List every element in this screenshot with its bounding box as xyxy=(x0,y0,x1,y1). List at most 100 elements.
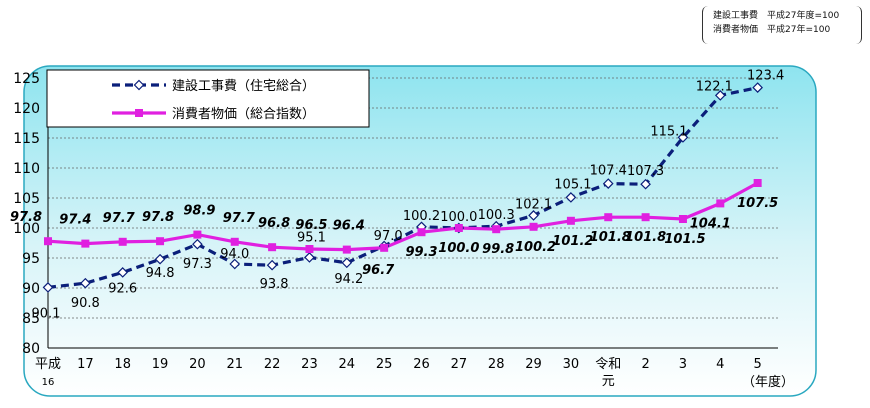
x-tick-label: 2 xyxy=(641,357,649,372)
x-tick-label: 3 xyxy=(679,357,687,372)
data-label: 99.8 xyxy=(482,242,514,257)
series-1-point xyxy=(42,282,54,293)
data-label: 98.9 xyxy=(183,204,215,219)
series-1-point xyxy=(192,238,203,250)
x-tick-label: 23 xyxy=(301,357,318,372)
data-label: 97.8 xyxy=(142,210,174,225)
series-lines xyxy=(47,86,759,289)
x-tick-label: 21 xyxy=(226,357,243,372)
series-2-point xyxy=(753,179,762,187)
series-2-point xyxy=(417,228,426,237)
series-2-point xyxy=(454,224,463,232)
series-line-2 xyxy=(47,181,759,252)
data-label: 100.0 xyxy=(438,241,479,256)
series-1-point xyxy=(677,132,689,143)
series-2-point xyxy=(716,199,725,208)
x-tick-label: 28 xyxy=(488,357,505,372)
series-line-1 xyxy=(47,86,758,289)
series-2-point xyxy=(230,237,239,246)
note-line-cpi: 消費者物価 平成27年=100 xyxy=(713,25,831,35)
data-label: 100.3 xyxy=(478,208,515,223)
x-tick-label: 25 xyxy=(376,357,393,372)
legend-marker-diamond xyxy=(133,79,145,91)
series-2-point xyxy=(118,237,127,246)
data-label: 97.4 xyxy=(59,213,91,228)
series-2-point xyxy=(604,213,613,222)
data-label: 96.8 xyxy=(258,216,290,231)
y-tick-label: 85 xyxy=(22,311,40,327)
legend-marker-square xyxy=(135,109,143,117)
data-label: 93.8 xyxy=(260,277,289,292)
x-tick-label: 16 xyxy=(42,377,55,388)
legend-label-2: 消費者物価（総合指数） xyxy=(172,107,315,122)
x-tick-label: 18 xyxy=(114,357,131,372)
data-label: 90.8 xyxy=(71,296,100,311)
y-tick-label: 115 xyxy=(13,131,40,147)
data-label: 96.4 xyxy=(333,219,365,234)
series-2-point xyxy=(529,222,538,231)
data-label: 94.0 xyxy=(220,247,249,262)
y-tick-label: 105 xyxy=(13,191,40,207)
series-1-point xyxy=(528,210,539,221)
data-label: 123.4 xyxy=(747,69,784,84)
series-2-point xyxy=(268,243,277,252)
data-label: 104.1 xyxy=(690,216,731,231)
data-label: 101.5 xyxy=(664,232,705,247)
data-label: 107.5 xyxy=(737,196,778,211)
data-label: 95.1 xyxy=(297,230,326,245)
x-tick-label: 平成 xyxy=(35,357,61,372)
series-2-point xyxy=(156,237,165,246)
data-label: 99.3 xyxy=(405,245,437,260)
data-label: 100.2 xyxy=(515,240,556,255)
data-label: 94.8 xyxy=(146,266,175,281)
data-label: 96.7 xyxy=(362,263,395,278)
x-tick-label: 元 xyxy=(602,374,615,389)
x-tick-label: 令和 xyxy=(595,357,621,372)
x-tick-label: 24 xyxy=(339,357,356,372)
data-label: 96.5 xyxy=(295,218,327,233)
y-tick-label: 125 xyxy=(13,71,40,87)
x-tick-label: 5 xyxy=(754,357,762,372)
series-2-point xyxy=(81,239,90,248)
data-label: 101.8 xyxy=(590,230,631,245)
series-2-point xyxy=(566,216,575,225)
data-label: 94.2 xyxy=(334,272,363,287)
legend-label-1: 建設工事費（住宅総合） xyxy=(172,78,315,94)
base-year-note: 建設工事費 平成27年度=100 消費者物価 平成27年=100 xyxy=(702,6,862,44)
data-label: 102.1 xyxy=(515,197,552,212)
x-tick-label: 29 xyxy=(525,357,542,372)
x-axis-title: （年度） xyxy=(742,374,794,390)
series-1-point xyxy=(117,267,129,278)
data-labels: 90.1 90.8 92.6 94.8 97.3 94.0 93.8 95.1 94.2 97.0… xyxy=(10,69,784,322)
data-label: 107.3 xyxy=(627,164,664,179)
y-tick-label: 95 xyxy=(22,251,40,267)
data-label: 100.0 xyxy=(440,210,477,225)
x-tick-label: 22 xyxy=(264,357,281,372)
data-label: 105.1 xyxy=(554,177,591,192)
series-2-point xyxy=(44,237,52,246)
series-1-point xyxy=(640,178,651,190)
x-tick-label: 17 xyxy=(77,357,94,372)
data-label: 115.1 xyxy=(650,124,687,139)
legend-box xyxy=(46,69,370,128)
series-markers xyxy=(42,82,763,293)
series-1-point xyxy=(80,277,91,289)
series-2-point xyxy=(342,245,351,254)
data-label: 100.2 xyxy=(403,209,440,224)
data-label: 97.3 xyxy=(183,257,212,272)
series-1-point xyxy=(266,259,278,271)
series-2-point xyxy=(641,213,650,222)
y-tick-label: 120 xyxy=(13,101,40,117)
data-label: 107.4 xyxy=(590,164,627,179)
data-label: 97.7 xyxy=(223,211,256,226)
series-2-point xyxy=(678,215,687,223)
series-2-point xyxy=(380,243,389,252)
data-label: 92.6 xyxy=(108,281,137,296)
series-1-point xyxy=(229,258,241,270)
x-tick-label: 30 xyxy=(563,357,580,372)
legend: 建設工事費（住宅総合） 消費者物価（総合指数） xyxy=(46,69,370,128)
x-tick-label: 27 xyxy=(451,357,468,372)
y-tick-label: 100 xyxy=(13,221,40,237)
